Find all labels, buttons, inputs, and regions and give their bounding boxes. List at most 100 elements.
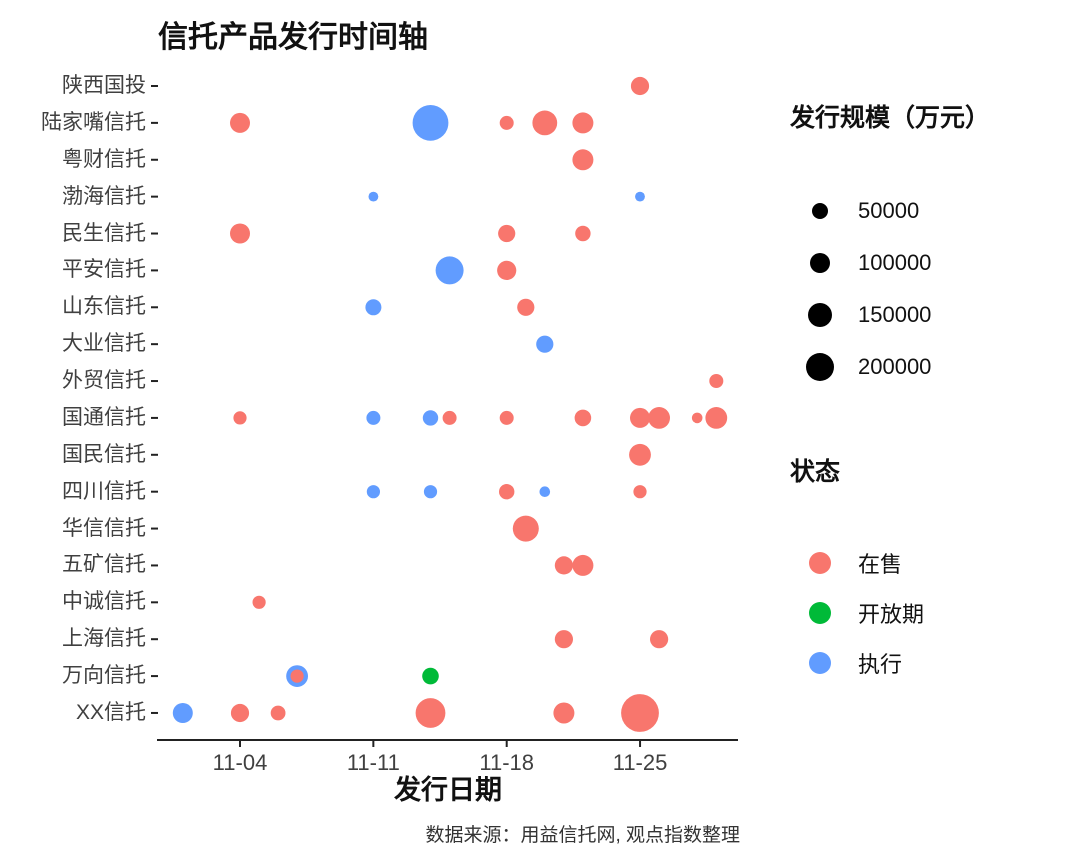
status-legend-item: 执行 <box>792 638 924 688</box>
data-point <box>554 630 574 649</box>
size-legend-item: 150000 <box>792 289 931 341</box>
size-legend-dot-cell <box>792 353 848 381</box>
size-legend-dot <box>807 302 833 328</box>
y-tick-label: 中诚信托 <box>62 590 146 614</box>
y-tick-label: 粤财信托 <box>62 147 146 171</box>
status-legend: 在售 开放期 执行 <box>792 538 924 688</box>
data-point <box>442 410 457 425</box>
data-point <box>365 299 382 316</box>
status-legend-dot <box>809 652 831 674</box>
data-point <box>630 407 650 428</box>
y-tick-label: 民生信托 <box>62 221 146 245</box>
data-point <box>499 115 514 130</box>
y-tick-label: 外贸信托 <box>62 369 146 393</box>
data-point <box>415 698 446 728</box>
data-point <box>629 443 651 466</box>
data-point <box>635 191 645 202</box>
data-point <box>536 335 554 353</box>
data-point <box>650 630 669 649</box>
data-point <box>709 374 724 388</box>
status-legend-label: 开放期 <box>858 602 925 627</box>
data-point <box>423 485 438 499</box>
data-point <box>630 76 650 96</box>
y-tick-label: 五矿信托 <box>62 553 146 577</box>
x-tick-label: 11-11 <box>346 750 400 775</box>
data-point <box>554 556 574 575</box>
data-point <box>230 112 250 133</box>
y-tick-label: 万向信托 <box>62 664 146 688</box>
status-legend-title: 状态 <box>790 458 841 486</box>
chart-title: 信托产品发行时间轴 <box>158 21 428 54</box>
size-legend-item: 50000 <box>792 185 931 237</box>
size-legend-label: 200000 <box>858 354 932 379</box>
size-legend-dot <box>812 203 828 219</box>
data-point <box>435 256 464 285</box>
status-legend-label: 在售 <box>858 552 903 577</box>
data-point <box>553 702 575 724</box>
size-legend-item: 200000 <box>792 341 931 393</box>
x-axis-title: 发行日期 <box>394 775 502 805</box>
y-tick-label: 上海信托 <box>62 627 146 651</box>
y-tick-label: 山东信托 <box>62 295 146 319</box>
data-point <box>532 110 558 136</box>
size-legend-dot <box>806 353 834 381</box>
status-legend-label: 执行 <box>858 652 903 677</box>
data-point <box>572 149 594 171</box>
y-tick-label: 大业信托 <box>62 332 146 356</box>
data-point <box>270 705 286 721</box>
data-point <box>691 412 703 424</box>
data-point <box>575 225 591 242</box>
data-point <box>572 554 594 576</box>
y-tick-label: 国通信托 <box>62 405 146 429</box>
status-legend-dot-cell <box>792 552 848 574</box>
status-legend-dot <box>809 552 831 574</box>
y-tick-label: 国民信托 <box>62 442 146 466</box>
status-legend-dot <box>809 602 831 624</box>
data-point <box>290 669 304 683</box>
size-legend: 50000 100000 150000 200000 <box>792 185 931 393</box>
data-point <box>368 191 379 202</box>
data-point <box>230 223 250 244</box>
data-point <box>499 410 514 425</box>
data-point <box>233 411 247 425</box>
y-tick-label: 四川信托 <box>62 479 146 503</box>
data-point <box>366 410 381 425</box>
data-point <box>252 595 266 609</box>
x-tick-label: 11-18 <box>479 750 534 775</box>
data-point <box>422 667 439 685</box>
size-legend-title: 发行规模（万元） <box>790 104 991 132</box>
y-tick-label: 渤海信托 <box>62 184 146 208</box>
size-legend-dot-cell <box>792 203 848 219</box>
data-point <box>412 105 449 141</box>
y-tick-label: 平安信托 <box>62 258 146 282</box>
data-point <box>366 485 380 499</box>
data-point <box>539 486 551 498</box>
size-legend-dot-cell <box>792 302 848 328</box>
data-point <box>172 703 193 723</box>
data-point <box>498 224 516 243</box>
y-tick-label: 陕西国投 <box>62 74 146 97</box>
data-point <box>422 410 439 426</box>
status-legend-dot-cell <box>792 602 848 624</box>
data-point <box>230 703 250 723</box>
data-point <box>572 112 594 134</box>
caption: 数据来源：用益信托网, 观点指数整理 <box>425 825 740 846</box>
data-point <box>648 407 670 429</box>
data-point <box>497 260 517 280</box>
size-legend-label: 50000 <box>858 198 920 223</box>
size-legend-dot-cell <box>792 252 848 274</box>
x-tick-label: 11-25 <box>612 750 668 775</box>
data-point <box>633 485 647 499</box>
size-legend-label: 100000 <box>858 250 932 275</box>
y-tick-label: 华信信托 <box>62 516 146 540</box>
data-point <box>517 298 535 316</box>
status-legend-dot-cell <box>792 652 848 674</box>
y-tick-label: 陆家嘴信托 <box>41 110 146 134</box>
data-point <box>705 407 728 429</box>
data-point <box>574 409 592 427</box>
data-point <box>499 484 515 500</box>
x-tick-label: 11-04 <box>212 750 268 775</box>
size-legend-label: 150000 <box>858 302 932 327</box>
